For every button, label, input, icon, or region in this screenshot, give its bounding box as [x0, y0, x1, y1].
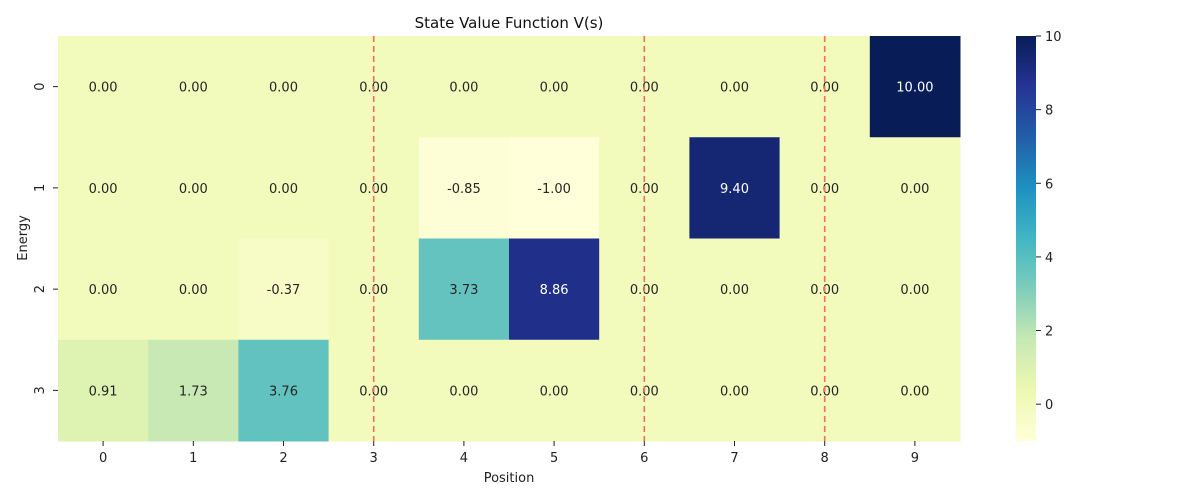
- cell-value-label: 0.00: [900, 384, 929, 399]
- cell-value-label: 10.00: [896, 81, 933, 96]
- cell-value-label: 0.00: [269, 182, 298, 197]
- x-tick-label: 3: [370, 451, 378, 466]
- cell-value-label: 0.00: [449, 81, 478, 96]
- y-axis-label: Energy: [16, 215, 31, 261]
- cell-value-label: 0.00: [720, 81, 749, 96]
- heatmap-cell-r3-c2: [238, 339, 330, 442]
- heatmap-cell-r3-c9: [869, 339, 961, 442]
- cell-value-label: 1.73: [179, 384, 208, 399]
- heatmap-cell-labels: 0.00 0.00 0.00 0.00 0.00 0.00 0.00 0.00 0.00 10.0…: [89, 81, 934, 400]
- colorbar-tick-label: 4: [1045, 251, 1053, 266]
- heatmap-cell-r2-c4: [418, 238, 510, 341]
- cell-value-label: 0.00: [449, 384, 478, 399]
- cell-value-label: 0.00: [720, 283, 749, 298]
- colorbar: [1016, 36, 1036, 441]
- heatmap-cell-r0-c1: [148, 36, 239, 138]
- cell-value-label: 9.40: [720, 182, 749, 197]
- heatmap-cell-r2-c0: [58, 238, 149, 341]
- x-tick-label: 7: [730, 451, 738, 466]
- x-tick-label: 0: [99, 451, 107, 466]
- cell-value-label: 3.73: [449, 283, 478, 298]
- y-tick-label: 0: [33, 82, 48, 90]
- heatmap-cell-r1-c9: [869, 137, 961, 239]
- y-tick-label: 3: [33, 386, 48, 394]
- y-axis-ticks: 0 1 2 3: [33, 82, 58, 395]
- heatmap-cell-r2-c7: [689, 238, 781, 341]
- heatmap-cell-r0-c5: [509, 36, 600, 138]
- cell-value-label: -0.85: [447, 182, 481, 197]
- x-tick-label: 4: [460, 451, 468, 466]
- y-tick-label: 1: [33, 184, 48, 192]
- colorbar-tick-label: 0: [1045, 398, 1053, 413]
- colorbar-ticks: 0 2 4 6 8 10: [1036, 30, 1062, 413]
- x-axis-label: Position: [484, 471, 535, 486]
- heatmap-cell-r0-c0: [58, 36, 149, 138]
- cell-value-label: 0.00: [89, 283, 118, 298]
- heatmap-cell-r0-c7: [689, 36, 781, 138]
- colorbar-tick-label: 6: [1045, 177, 1053, 192]
- heatmap-cell-r3-c5: [509, 339, 600, 442]
- cell-value-label: 0.00: [179, 283, 208, 298]
- cell-value-label: 0.00: [179, 81, 208, 96]
- cell-value-label: 0.00: [89, 81, 118, 96]
- heatmap-cell-r0-c9: [869, 36, 961, 138]
- heatmap-cell-r2-c5: [509, 238, 600, 341]
- reference-lines: [372, 36, 826, 441]
- cell-value-label: 0.00: [900, 283, 929, 298]
- heatmap-cell-r3-c7: [689, 339, 781, 442]
- cell-value-label: 0.00: [269, 81, 298, 96]
- heatmap-cell-r1-c2: [238, 137, 330, 239]
- cell-value-label: 0.00: [179, 182, 208, 197]
- cell-value-label: 8.86: [540, 283, 569, 298]
- colorbar-tick-label: 8: [1045, 104, 1053, 119]
- y-tick-label: 2: [33, 285, 48, 293]
- heatmap-cell-r2-c1: [148, 238, 239, 341]
- heatmap-cell-r1-c7: [689, 137, 781, 239]
- heatmap-cell-r3-c4: [418, 339, 510, 442]
- x-tick-label: 8: [821, 451, 829, 466]
- chart-title: State Value Function V(s): [415, 14, 604, 32]
- cell-value-label: 0.00: [900, 182, 929, 197]
- x-tick-label: 1: [189, 451, 197, 466]
- heatmap-cell-r2-c9: [869, 238, 961, 341]
- cell-value-label: 0.00: [89, 182, 118, 197]
- heatmap-cell-r2-c2: [238, 238, 330, 341]
- cell-value-label: 0.91: [89, 384, 118, 399]
- cell-value-label: 0.00: [720, 384, 749, 399]
- colorbar-tick-label: 2: [1045, 325, 1053, 340]
- colorbar-tick-label: 10: [1045, 30, 1062, 45]
- cell-value-label: 0.00: [540, 384, 569, 399]
- x-tick-label: 6: [640, 451, 648, 466]
- cell-value-label: -0.37: [267, 283, 301, 298]
- x-axis-ticks: 0 1 2 3 4 5 6 7 8 9: [99, 441, 919, 466]
- cell-value-label: -1.00: [537, 182, 571, 197]
- cell-value-label: 3.76: [269, 384, 298, 399]
- x-tick-label: 9: [911, 451, 919, 466]
- cell-value-label: 0.00: [540, 81, 569, 96]
- heatmap-cell-r0-c2: [238, 36, 330, 138]
- heatmap-cell-r1-c5: [509, 137, 600, 239]
- heatmap-cell-r1-c4: [418, 137, 510, 239]
- x-tick-label: 2: [279, 451, 287, 466]
- heatmap-cell-r1-c0: [58, 137, 149, 239]
- heatmap-cell-r1-c1: [148, 137, 239, 239]
- heatmap-cell-r3-c1: [148, 339, 239, 442]
- x-tick-label: 5: [550, 451, 558, 466]
- heatmap-cell-r0-c4: [418, 36, 510, 138]
- heatmap-cells: [58, 36, 961, 442]
- heatmap-cell-r3-c0: [58, 339, 149, 442]
